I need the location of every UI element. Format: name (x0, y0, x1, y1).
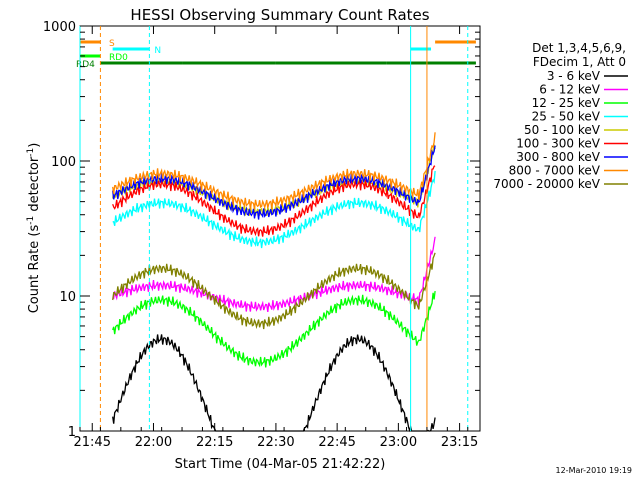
series-line-3 (112, 170, 436, 249)
vertical-markers (79, 26, 469, 431)
x-axis-label: Start Time (04-Mar-05 21:42:22) (175, 457, 386, 472)
y-axis-label: Count Rate (s-1 detector-1) (26, 143, 42, 314)
x-tick-label-6: 23:15 (441, 435, 478, 450)
legend-label-8: 7000 - 20000 keV (493, 177, 600, 191)
series-line-2 (112, 291, 436, 368)
y-tick-label-1: 10 (59, 290, 76, 305)
x-tick-label-0: 21:45 (74, 435, 111, 450)
y-axis: 1 10 100 1000 (43, 20, 480, 440)
legend: Det 1,3,4,5,6,9, FDecim 1, Att 0 3 - 6 k… (493, 41, 628, 191)
legend-label-0: 3 - 6 keV (547, 69, 601, 83)
series-line-6 (112, 145, 436, 220)
y-axis-label-main: Count Rate (s (27, 225, 42, 314)
series-line-8 (112, 252, 436, 330)
legend-label-6: 300 - 800 keV (516, 150, 600, 164)
y-axis-label-end: ) (27, 143, 42, 148)
x-tick-label-2: 22:15 (196, 435, 233, 450)
chart-title: HESSI Observing Summary Count Rates (130, 6, 429, 24)
legend-label-7: 800 - 7000 keV (509, 164, 601, 178)
y-tick-label-0: 1 (68, 425, 76, 440)
x-tick-label-1: 22:00 (135, 435, 172, 450)
legend-header-line1: Det 1,3,4,5,6,9, (532, 41, 626, 55)
flag-bars: S N RD0 RD4 (76, 39, 476, 70)
flag-label-n: N (154, 46, 161, 56)
y-axis-label-mid: detector (27, 156, 42, 216)
y-axis-label-sup2: -1 (26, 148, 36, 157)
legend-label-5: 100 - 300 keV (516, 137, 600, 151)
flag-label-rd4: RD4 (76, 60, 95, 70)
y-tick-label-3: 1000 (43, 20, 76, 35)
y-tick-label-2: 100 (51, 155, 76, 170)
series-line-0 (112, 334, 436, 433)
y-axis-label-sup1: -1 (26, 216, 36, 225)
legend-label-1: 6 - 12 keV (539, 83, 601, 97)
flag-label-rd0: RD0 (109, 53, 128, 63)
flag-label-s: S (109, 39, 115, 49)
series-line-5 (112, 165, 436, 237)
x-tick-label-5: 23:00 (380, 435, 417, 450)
legend-label-3: 25 - 50 keV (532, 110, 601, 124)
timestamp: 12-Mar-2010 19:19 (556, 466, 633, 475)
series-layer (112, 132, 436, 433)
legend-header-line2: FDecim 1, Att 0 (533, 55, 626, 69)
legend-label-2: 12 - 25 keV (532, 96, 601, 110)
x-tick-label-4: 22:45 (318, 435, 355, 450)
legend-label-4: 50 - 100 keV (524, 123, 601, 137)
x-axis: 21:45 22:00 22:15 22:30 22:45 23:00 23:15 (74, 26, 478, 450)
series-line-7 (112, 132, 436, 210)
x-tick-label-3: 22:30 (257, 435, 294, 450)
series-line-1 (112, 236, 436, 312)
